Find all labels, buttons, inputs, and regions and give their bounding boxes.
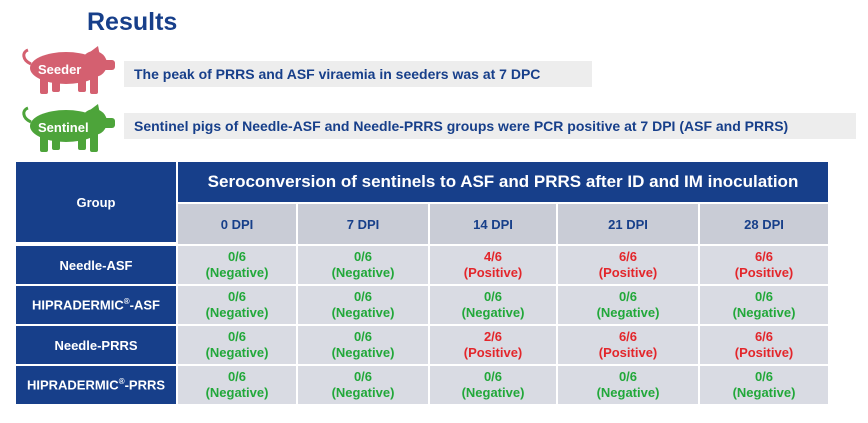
result-cell: 0/6 (Negative) bbox=[558, 286, 698, 324]
result-cell: 4/6 (Positive) bbox=[430, 246, 556, 284]
result-cell: 0/6 (Negative) bbox=[558, 366, 698, 404]
sentinel-note: Sentinel pigs of Needle-ASF and Needle-P… bbox=[124, 113, 856, 139]
sentinel-pig-icon: Sentinel bbox=[16, 104, 120, 154]
result-cell: 6/6 (Positive) bbox=[700, 246, 828, 284]
dpi-header-row: 0 DPI 7 DPI 14 DPI 21 DPI 28 DPI bbox=[16, 204, 828, 244]
col-header-0dpi: 0 DPI bbox=[178, 204, 296, 244]
group-header: Group bbox=[16, 162, 176, 244]
result-cell: 0/6 (Negative) bbox=[178, 286, 296, 324]
seeder-label: Seeder bbox=[38, 62, 82, 77]
result-cell: 2/6 (Positive) bbox=[430, 326, 556, 364]
result-cell: 0/6 (Negative) bbox=[298, 326, 428, 364]
seroconversion-header: Seroconversion of sentinels to ASF and P… bbox=[178, 162, 828, 202]
col-header-21dpi: 21 DPI bbox=[558, 204, 698, 244]
table-row: Needle-PRRS 0/6 (Negative) 0/6 (Negative) 2/6… bbox=[16, 326, 828, 364]
result-cell: 0/6 (Negative) bbox=[430, 366, 556, 404]
col-header-28dpi: 28 DPI bbox=[700, 204, 828, 244]
result-cell: 0/6 (Negative) bbox=[298, 366, 428, 404]
result-cell: 6/6 (Positive) bbox=[558, 246, 698, 284]
result-cell: 0/6 (Negative) bbox=[178, 326, 296, 364]
table-row: HIPRADERMIC®-ASF 0/6 (Negative) 0/6 (Negativ… bbox=[16, 286, 828, 324]
result-cell: 6/6 (Positive) bbox=[700, 326, 828, 364]
seeder-note: The peak of PRRS and ASF viraemia in see… bbox=[124, 61, 592, 87]
result-cell: 0/6 (Negative) bbox=[178, 246, 296, 284]
sentinel-label: Sentinel bbox=[38, 120, 89, 135]
row-label: HIPRADERMIC®-PRRS bbox=[16, 366, 176, 404]
result-cell: 0/6 (Negative) bbox=[430, 286, 556, 324]
row-label: Needle-PRRS bbox=[16, 326, 176, 364]
result-cell: 0/6 (Negative) bbox=[178, 366, 296, 404]
col-header-14dpi: 14 DPI bbox=[430, 204, 556, 244]
result-cell: 0/6 (Negative) bbox=[298, 286, 428, 324]
result-cell: 6/6 (Positive) bbox=[558, 326, 698, 364]
seeder-pig-icon: Seeder bbox=[16, 46, 120, 96]
col-header-7dpi: 7 DPI bbox=[298, 204, 428, 244]
row-label: Needle-ASF bbox=[16, 246, 176, 284]
table-row: Needle-ASF 0/6 (Negative) 0/6 (Negative) 4/6(… bbox=[16, 246, 828, 284]
seroconversion-table: Group Seroconversion of sentinels to ASF… bbox=[14, 160, 830, 406]
result-cell: 0/6 (Negative) bbox=[298, 246, 428, 284]
result-cell: 0/6 (Negative) bbox=[700, 286, 828, 324]
result-cell: 0/6 (Negative) bbox=[700, 366, 828, 404]
row-label: HIPRADERMIC®-ASF bbox=[16, 286, 176, 324]
table-row: HIPRADERMIC®-PRRS 0/6 (Negative) 0/6 (Negati… bbox=[16, 366, 828, 404]
page-title: Results bbox=[87, 8, 178, 36]
